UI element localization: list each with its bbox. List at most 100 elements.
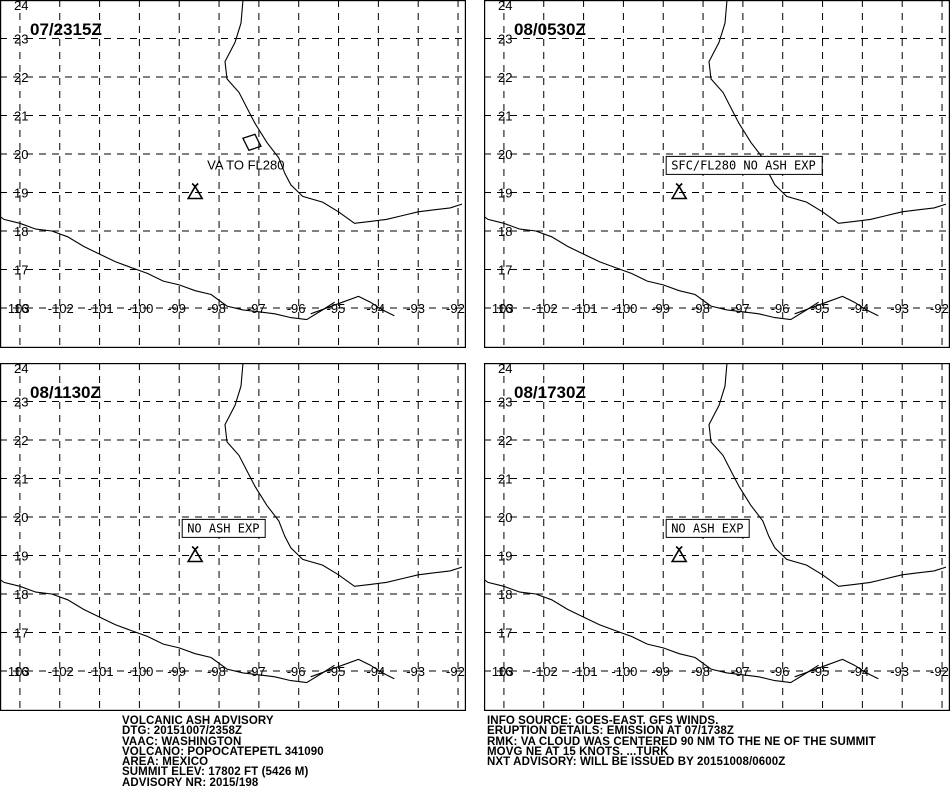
latitude-tick-label: 20 xyxy=(14,147,28,162)
latitude-tick-label: 20 xyxy=(498,510,512,525)
latitude-tick-label: 18 xyxy=(14,224,28,239)
longitude-tick-label: -92 xyxy=(930,301,949,316)
longitude-tick-label: -92 xyxy=(446,664,465,679)
map-svg: 16 17 18 19 20 21 22 23 24 103 -102 -101 -100 -99 -98 -… xyxy=(0,0,466,348)
volcano-plume xyxy=(191,545,199,551)
advisory-left-block: VOLCANIC ASH ADVISORY DTG: 20151007/2358… xyxy=(122,715,324,789)
ash-status-label: NO ASH EXP xyxy=(671,521,743,535)
latitude-tick-label: 18 xyxy=(498,224,512,239)
longitude-tick-label: -100 xyxy=(127,301,153,316)
longitude-tick-label: -101 xyxy=(88,664,114,679)
longitude-tick-label: -92 xyxy=(446,301,465,316)
map-panel-3: 16 17 18 19 20 21 22 23 24 103 -102 -101 -100 -99 -98 -… xyxy=(0,363,466,711)
advisory-line: NXT ADVISORY: WILL BE ISSUED BY 20151008… xyxy=(487,756,786,769)
latitude-tick-label: 23 xyxy=(498,395,512,410)
panel-time-title: 07/2315Z xyxy=(30,20,102,39)
pacific-coastline xyxy=(0,578,335,684)
gulf-coastline xyxy=(708,363,947,587)
longitude-tick-label: -97 xyxy=(247,664,266,679)
longitude-tick-label: -97 xyxy=(731,664,750,679)
longitude-tick-label: 103 xyxy=(492,301,514,316)
longitude-tick-label: -92 xyxy=(930,664,949,679)
longitude-tick-label: -99 xyxy=(651,664,670,679)
advisory-line: AREA: MEXICO xyxy=(122,756,209,769)
longitude-tick-label: -98 xyxy=(207,301,226,316)
gulf-coastline xyxy=(224,0,463,224)
latitude-tick-label: 23 xyxy=(14,32,28,47)
latitude-tick-label: 20 xyxy=(14,510,28,525)
longitude-tick-label: -94 xyxy=(366,664,385,679)
longitude-tick-label: -99 xyxy=(167,301,186,316)
latitude-tick-label: 23 xyxy=(14,395,28,410)
longitude-tick-label: -100 xyxy=(611,301,637,316)
longitude-tick-label: -102 xyxy=(532,301,558,316)
latitude-tick-label: 23 xyxy=(498,32,512,47)
latitude-tick-label: 22 xyxy=(14,433,28,448)
longitude-tick-label: -97 xyxy=(731,301,750,316)
longitude-tick-label: -93 xyxy=(406,301,425,316)
volcano-plume xyxy=(675,545,683,551)
tehuantepec-coastline xyxy=(310,658,395,680)
advisory-line: ADVISORY NR: 2015/198 xyxy=(122,776,259,789)
map-frame xyxy=(484,363,950,711)
latitude-tick-label: 16 xyxy=(14,301,28,316)
label-box xyxy=(665,518,750,538)
map-svg: 16 17 18 19 20 21 22 23 24 103 -102 -101 -100 -99 -98 -… xyxy=(0,363,466,711)
ash-status-label: NO ASH EXP xyxy=(187,521,259,535)
latitude-tick-label: 24 xyxy=(14,363,28,376)
latitude-tick-label: 22 xyxy=(498,70,512,85)
volcano-icon xyxy=(670,545,688,563)
longitude-tick-label: -98 xyxy=(691,664,710,679)
longitude-tick-label: -96 xyxy=(771,301,790,316)
gulf-coastline xyxy=(224,363,463,587)
latitude-tick-label: 17 xyxy=(498,263,512,278)
longitude-tick-label: -102 xyxy=(48,664,74,679)
advisory-line: ERUPTION DETAILS: EMISSION AT 07/1738Z xyxy=(487,725,735,738)
longitude-tick-label: -94 xyxy=(366,301,385,316)
tehuantepec-coastline xyxy=(794,295,879,317)
longitude-tick-label: -96 xyxy=(771,664,790,679)
volcano-triangle xyxy=(186,547,204,563)
map-panel-4: 16 17 18 19 20 21 22 23 24 103 -102 -101 -100 -99 -98 -… xyxy=(484,363,950,711)
latitude-tick-label: 16 xyxy=(498,664,512,679)
volcano-plume xyxy=(675,182,683,188)
map-panel-1: 16 17 18 19 20 21 22 23 24 103 -102 -101 -100 -99 -98 -… xyxy=(0,0,466,348)
pacific-coastline xyxy=(0,215,335,321)
longitude-tick-label: -95 xyxy=(327,301,346,316)
latitude-tick-label: 21 xyxy=(498,109,512,124)
latitude-tick-label: 19 xyxy=(498,186,512,201)
latitude-tick-label: 17 xyxy=(14,626,28,641)
advisory-line: SUMMIT ELEV: 17802 FT (5426 M) xyxy=(122,766,309,779)
advisory-line: VAAC: WASHINGTON xyxy=(122,735,242,748)
latitude-tick-label: 22 xyxy=(14,70,28,85)
advisory-line: DTG: 20151007/2358Z xyxy=(122,725,243,738)
longitude-tick-label: 103 xyxy=(8,664,30,679)
longitude-tick-label: -93 xyxy=(890,664,909,679)
latitude-tick-label: 20 xyxy=(498,147,512,162)
latitude-tick-label: 21 xyxy=(14,472,28,487)
panel-time-title: 08/1730Z xyxy=(514,383,586,402)
panel-time-title: 08/1130Z xyxy=(30,383,101,402)
longitude-tick-label: -98 xyxy=(207,664,226,679)
latitude-tick-label: 19 xyxy=(14,186,28,201)
tehuantepec-coastline xyxy=(794,658,879,680)
map-frame xyxy=(0,0,466,348)
longitude-tick-label: -95 xyxy=(811,664,830,679)
map-frame xyxy=(0,363,466,711)
latitude-tick-label: 19 xyxy=(498,549,512,564)
latitude-tick-label: 24 xyxy=(498,363,512,376)
gulf-coastline xyxy=(708,0,947,224)
latitude-tick-label: 16 xyxy=(498,301,512,316)
map-panel-2: 16 17 18 19 20 21 22 23 24 103 -102 -101 -100 -99 -98 -… xyxy=(484,0,950,348)
panel-time-title: 08/0530Z xyxy=(514,20,586,39)
longitude-tick-label: -94 xyxy=(850,664,869,679)
latitude-tick-label: 18 xyxy=(498,587,512,602)
latitude-tick-label: 16 xyxy=(14,664,28,679)
latitude-tick-label: 18 xyxy=(14,587,28,602)
latitude-tick-label: 22 xyxy=(498,433,512,448)
longitude-tick-label: -96 xyxy=(287,301,306,316)
volcano-triangle xyxy=(670,547,688,563)
advisory-line: VOLCANO: POPOCATEPETL 341090 xyxy=(122,745,324,758)
label-box xyxy=(181,518,266,538)
map-svg: 16 17 18 19 20 21 22 23 24 103 -102 -101 -100 -99 -98 -… xyxy=(484,363,950,711)
